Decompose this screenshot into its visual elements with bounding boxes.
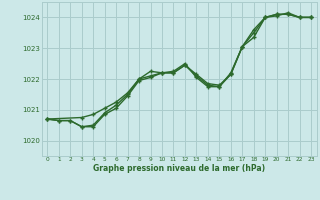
X-axis label: Graphe pression niveau de la mer (hPa): Graphe pression niveau de la mer (hPa): [93, 164, 265, 173]
